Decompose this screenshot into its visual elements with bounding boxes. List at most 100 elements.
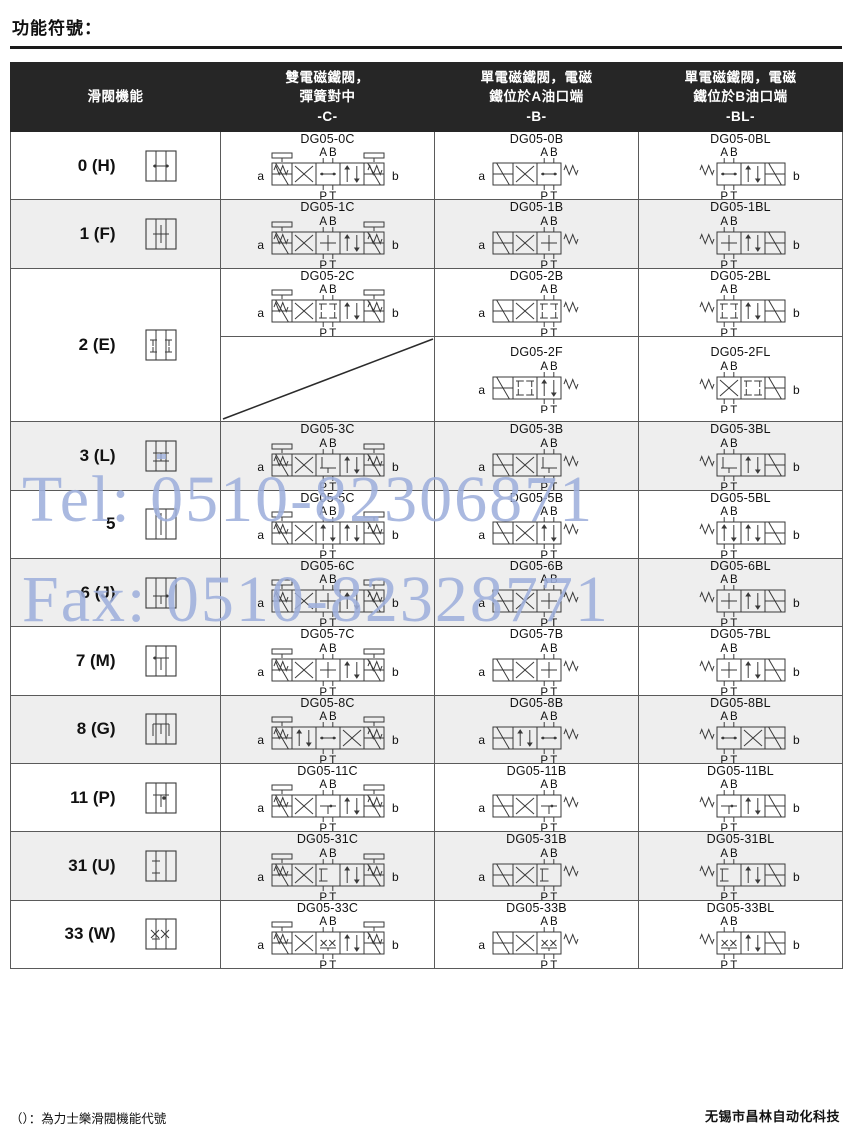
function-cell: 31 (U) bbox=[10, 831, 221, 901]
symbol-code: DG05-31BL bbox=[706, 832, 775, 847]
function-label: 11 (P) bbox=[70, 787, 116, 807]
svg-text:P: P bbox=[720, 191, 728, 199]
svg-text:A: A bbox=[319, 711, 327, 723]
symbol-code: DG05-5BL bbox=[710, 490, 771, 505]
svg-text:P: P bbox=[540, 328, 548, 336]
svg-text:b: b bbox=[793, 460, 800, 474]
svg-text:A: A bbox=[540, 779, 548, 791]
svg-text:b: b bbox=[793, 733, 800, 747]
svg-text:a: a bbox=[478, 733, 485, 747]
svg-text:a: a bbox=[478, 596, 485, 610]
svg-text:T: T bbox=[730, 823, 737, 831]
function-symbol-table: 滑閥機能 雙電磁鐵閥， 彈簧對中 -C- 單電磁鐵閥，電磁 鐵位於A油口端 -B- 單電磁鐵閥… bbox=[10, 62, 843, 970]
svg-text:B: B bbox=[328, 506, 336, 518]
svg-text:b: b bbox=[793, 938, 800, 952]
function-label: 31 (U) bbox=[68, 856, 116, 876]
svg-text:a: a bbox=[478, 383, 485, 397]
svg-text:T: T bbox=[329, 618, 336, 626]
header-b: 單電磁鐵閥，電磁 鐵位於A油口端 -B- bbox=[434, 62, 639, 132]
symbol-code: DG05-3B bbox=[509, 422, 564, 437]
svg-text:A: A bbox=[319, 147, 327, 159]
symbol-code: DG05-1C bbox=[300, 200, 355, 215]
svg-text:B: B bbox=[549, 506, 557, 518]
svg-text:b: b bbox=[793, 306, 800, 320]
function-cell: 1 (F) bbox=[10, 199, 221, 269]
svg-text:T: T bbox=[730, 687, 737, 695]
symbol-code: DG05-2B bbox=[509, 268, 564, 283]
header-bl-line3: -BL- bbox=[726, 108, 755, 124]
svg-text:A: A bbox=[540, 848, 548, 860]
svg-text:B: B bbox=[549, 361, 557, 373]
svg-text:a: a bbox=[478, 528, 485, 542]
svg-text:T: T bbox=[730, 405, 737, 413]
svg-text:A: A bbox=[540, 284, 548, 296]
svg-text:A: A bbox=[720, 147, 728, 159]
svg-text:b: b bbox=[392, 938, 399, 952]
header-function-line1: 滑閥機能 bbox=[87, 89, 144, 105]
svg-text:B: B bbox=[729, 779, 737, 791]
svg-text:P: P bbox=[319, 618, 327, 626]
svg-text:a: a bbox=[478, 665, 485, 679]
symbol-code: DG05-8C bbox=[300, 695, 355, 710]
svg-text:b: b bbox=[392, 733, 399, 747]
svg-text:a: a bbox=[257, 733, 264, 747]
svg-text:T: T bbox=[550, 960, 557, 968]
svg-text:A: A bbox=[720, 216, 728, 228]
svg-text:b: b bbox=[392, 665, 399, 679]
svg-text:A: A bbox=[720, 438, 728, 450]
svg-text:T: T bbox=[550, 618, 557, 626]
svg-text:P: P bbox=[319, 482, 327, 490]
svg-text:A: A bbox=[319, 438, 327, 450]
svg-text:B: B bbox=[729, 574, 737, 586]
svg-text:P: P bbox=[319, 892, 327, 900]
svg-text:A: A bbox=[319, 574, 327, 586]
svg-text:a: a bbox=[257, 306, 264, 320]
footer-company: 无锡市昌林自动化科技 bbox=[704, 1109, 840, 1124]
svg-text:P: P bbox=[319, 687, 327, 695]
function-label: 33 (W) bbox=[64, 924, 116, 944]
header-c-line2: 彈簧對中 bbox=[299, 89, 356, 105]
svg-text:A: A bbox=[540, 643, 548, 655]
symbol-code: DG05-6BL bbox=[710, 558, 771, 573]
spool-icon bbox=[144, 917, 178, 951]
symbol-code: DG05-33BL bbox=[706, 900, 775, 915]
function-cell: 2 (E) bbox=[10, 267, 221, 423]
svg-text:T: T bbox=[730, 260, 737, 268]
svg-text:T: T bbox=[730, 892, 737, 900]
svg-text:P: P bbox=[319, 755, 327, 763]
symbol-code: DG05-3BL bbox=[710, 422, 771, 437]
svg-text:A: A bbox=[319, 216, 327, 228]
spool-icon bbox=[144, 644, 178, 678]
svg-text:B: B bbox=[328, 916, 336, 928]
svg-text:T: T bbox=[329, 823, 336, 831]
svg-text:T: T bbox=[329, 328, 336, 336]
symbol-code: DG05-11BL bbox=[707, 764, 774, 778]
symbol-code: DG05-0BL bbox=[710, 132, 771, 146]
svg-text:P: P bbox=[540, 482, 548, 490]
